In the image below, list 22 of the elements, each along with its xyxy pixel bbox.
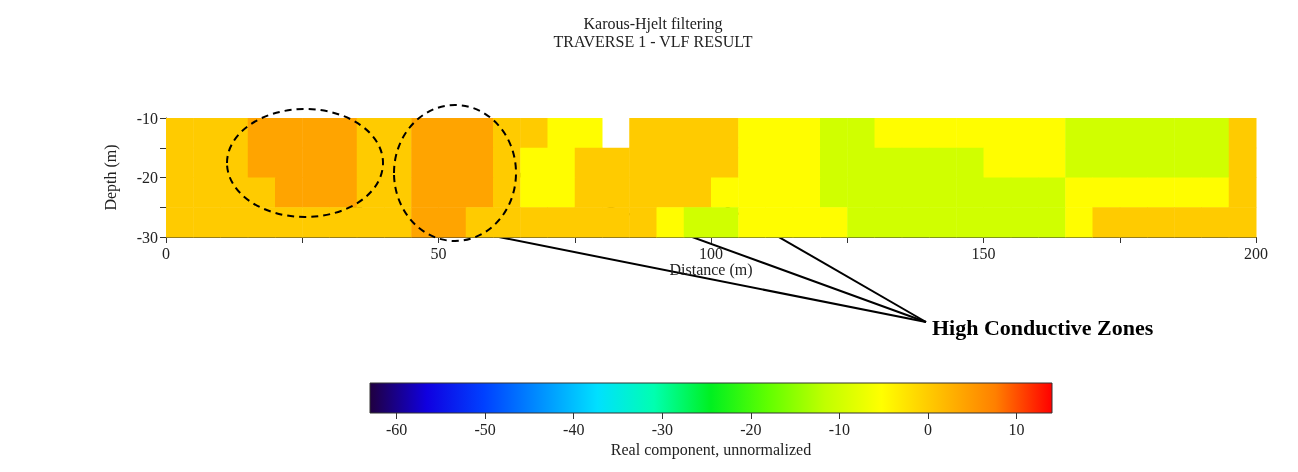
x-tick-label: 50: [430, 244, 447, 262]
color-bar-label: -50: [474, 420, 496, 438]
color-bar-label: -20: [740, 420, 762, 438]
color-bar-title: Real component, unnormalized: [610, 440, 812, 459]
color-bar-label: 0: [924, 420, 932, 438]
y-tick-label: -10: [136, 109, 158, 127]
color-bar-label: -60: [385, 420, 408, 438]
y-axis-title: Depth (m): [101, 144, 120, 211]
text: High Conductive Zones: [932, 314, 1154, 340]
chart-title: Karous-Hjelt filtering: [583, 14, 723, 33]
x-tick-label: 0: [162, 244, 170, 262]
color-bar-label: -30: [651, 420, 673, 438]
y-tick-label: -30: [136, 228, 158, 246]
color-bar-label: -40: [563, 420, 585, 438]
color-bar-label: 10: [1008, 420, 1025, 438]
x-tick-label: 100: [699, 244, 723, 262]
x-tick-label: 200: [1244, 244, 1268, 262]
chart-subtitle: TRAVERSE 1 - VLF RESULT: [553, 32, 753, 50]
x-axis-title: Distance (m): [669, 261, 753, 280]
color-bar-label: -10: [828, 420, 851, 438]
y-tick-label: -20: [136, 169, 158, 186]
x-tick-label: 150: [971, 244, 996, 262]
